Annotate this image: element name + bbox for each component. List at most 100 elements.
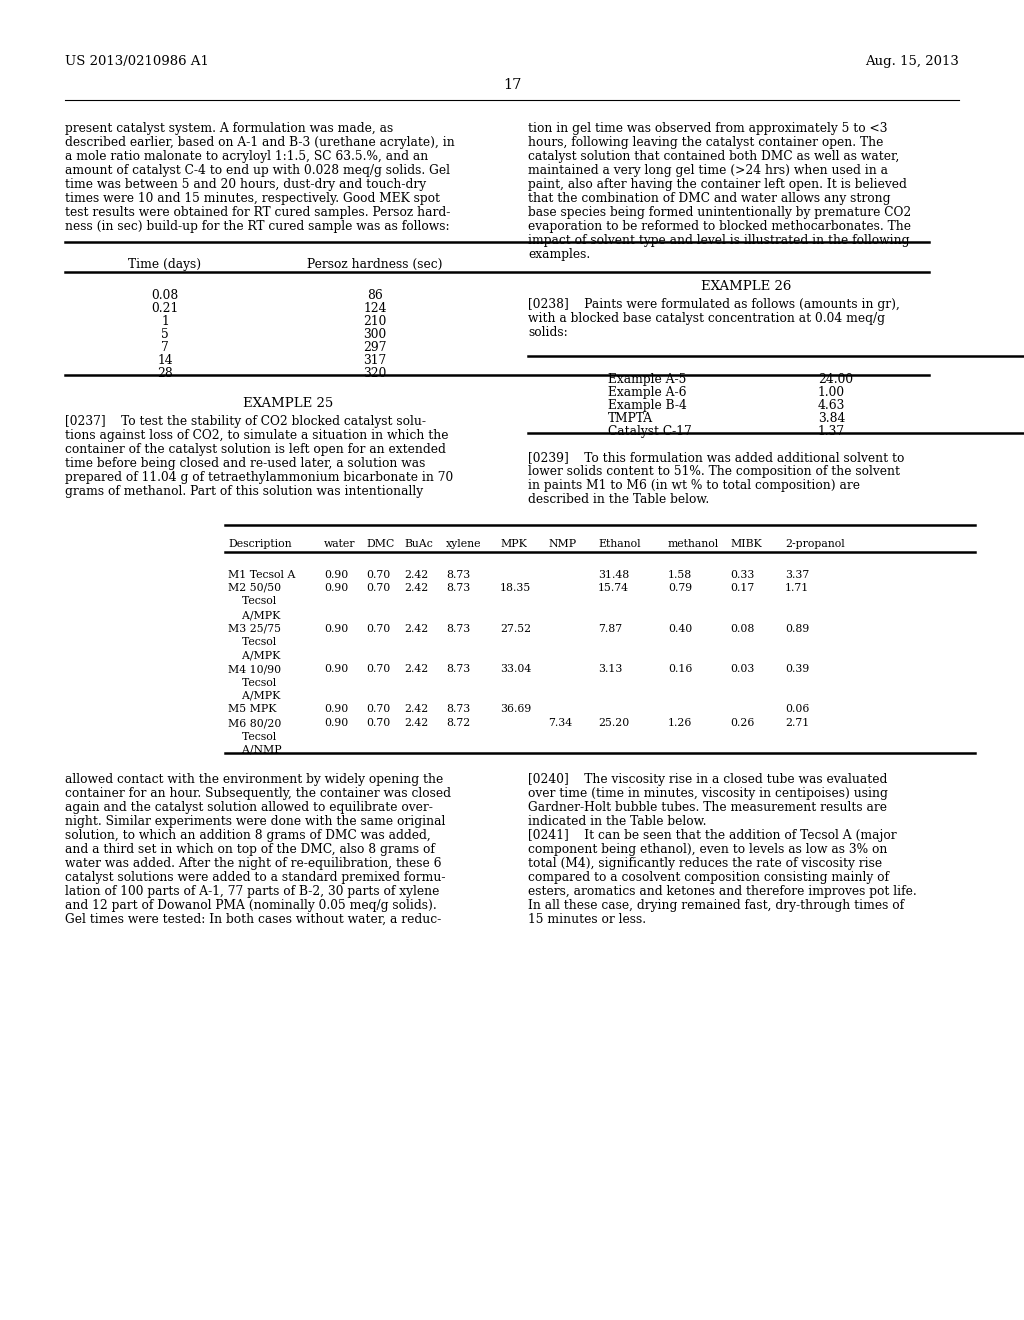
Text: a mole ratio malonate to acryloyl 1:1.5, SC 63.5.%, and an: a mole ratio malonate to acryloyl 1:1.5,… [65,150,428,162]
Text: time was between 5 and 20 hours, dust-dry and touch-dry: time was between 5 and 20 hours, dust-dr… [65,178,426,191]
Text: 0.17: 0.17 [730,583,755,593]
Text: MIBK: MIBK [730,539,762,549]
Text: Example A-5: Example A-5 [608,374,686,385]
Text: Gel times were tested: In both cases without water, a reduc-: Gel times were tested: In both cases wit… [65,913,441,927]
Text: 0.90: 0.90 [324,664,348,675]
Text: 28: 28 [157,367,173,380]
Text: 8.73: 8.73 [446,569,470,579]
Text: 0.70: 0.70 [366,569,390,579]
Text: 0.33: 0.33 [730,569,755,579]
Text: 8.73: 8.73 [446,623,470,634]
Text: [0239]    To this formulation was added additional solvent to: [0239] To this formulation was added add… [528,451,904,465]
Text: 2.42: 2.42 [404,583,428,593]
Text: 31.48: 31.48 [598,569,630,579]
Text: 0.03: 0.03 [730,664,755,675]
Text: 0.70: 0.70 [366,705,390,714]
Text: compared to a cosolvent composition consisting mainly of: compared to a cosolvent composition cons… [528,871,889,884]
Text: Example B-4: Example B-4 [608,399,687,412]
Text: solution, to which an addition 8 grams of DMC was added,: solution, to which an addition 8 grams o… [65,829,431,842]
Text: 2.42: 2.42 [404,718,428,729]
Text: time before being closed and re-used later, a solution was: time before being closed and re-used lat… [65,457,425,470]
Text: evaporation to be reformed to blocked methocarbonates. The: evaporation to be reformed to blocked me… [528,220,911,234]
Text: night. Similar experiments were done with the same original: night. Similar experiments were done wit… [65,814,445,828]
Text: A/MPK: A/MPK [228,610,281,620]
Text: 7.34: 7.34 [548,718,572,729]
Text: examples.: examples. [528,248,590,261]
Text: 0.39: 0.39 [785,664,809,675]
Text: lation of 100 parts of A-1, 77 parts of B-2, 30 parts of xylene: lation of 100 parts of A-1, 77 parts of … [65,884,439,898]
Text: [0241]    It can be seen that the addition of Tecsol A (major: [0241] It can be seen that the addition … [528,829,897,842]
Text: present catalyst system. A formulation was made, as: present catalyst system. A formulation w… [65,121,393,135]
Text: catalyst solutions were added to a standard premixed formu-: catalyst solutions were added to a stand… [65,871,445,884]
Text: 8.72: 8.72 [446,718,470,729]
Text: 2.42: 2.42 [404,664,428,675]
Text: 0.70: 0.70 [366,623,390,634]
Text: 0.08: 0.08 [152,289,178,302]
Text: 18.35: 18.35 [500,583,531,593]
Text: grams of methanol. Part of this solution was intentionally: grams of methanol. Part of this solution… [65,484,423,498]
Text: 0.70: 0.70 [366,583,390,593]
Text: 2.42: 2.42 [404,569,428,579]
Text: 0.08: 0.08 [730,623,755,634]
Text: 0.06: 0.06 [785,705,809,714]
Text: over time (time in minutes, viscosity in centipoises) using: over time (time in minutes, viscosity in… [528,787,888,800]
Text: BuAc: BuAc [404,539,433,549]
Text: M5 MPK: M5 MPK [228,705,276,714]
Text: 3.13: 3.13 [598,664,623,675]
Text: 86: 86 [368,289,383,302]
Text: M2 50/50: M2 50/50 [228,583,282,593]
Text: 124: 124 [364,302,387,315]
Text: EXAMPLE 25: EXAMPLE 25 [244,397,334,411]
Text: allowed contact with the environment by widely opening the: allowed contact with the environment by … [65,774,443,785]
Text: 5: 5 [161,327,169,341]
Text: water: water [324,539,355,549]
Text: 3.84: 3.84 [818,412,846,425]
Text: again and the catalyst solution allowed to equilibrate over-: again and the catalyst solution allowed … [65,801,433,814]
Text: Tecsol: Tecsol [228,677,276,688]
Text: 0.90: 0.90 [324,569,348,579]
Text: 25.20: 25.20 [598,718,630,729]
Text: 1.58: 1.58 [668,569,692,579]
Text: Tecsol: Tecsol [228,638,276,647]
Text: esters, aromatics and ketones and therefore improves pot life.: esters, aromatics and ketones and theref… [528,884,916,898]
Text: DMC: DMC [366,539,394,549]
Text: hours, following leaving the catalyst container open. The: hours, following leaving the catalyst co… [528,136,884,149]
Text: 36.69: 36.69 [500,705,531,714]
Text: base species being formed unintentionally by premature CO2: base species being formed unintentionall… [528,206,911,219]
Text: MPK: MPK [500,539,527,549]
Text: 14: 14 [158,354,173,367]
Text: described earlier, based on A-1 and B-3 (urethane acrylate), in: described earlier, based on A-1 and B-3 … [65,136,455,149]
Text: [0238]    Paints were formulated as follows (amounts in gr),: [0238] Paints were formulated as follows… [528,298,900,312]
Text: 0.70: 0.70 [366,718,390,729]
Text: container for an hour. Subsequently, the container was closed: container for an hour. Subsequently, the… [65,787,451,800]
Text: M3 25/75: M3 25/75 [228,623,281,634]
Text: impact of solvent type and level is illustrated in the following: impact of solvent type and level is illu… [528,234,909,247]
Text: 27.52: 27.52 [500,623,531,634]
Text: M1 Tecsol A: M1 Tecsol A [228,569,295,579]
Text: and 12 part of Dowanol PMA (nominally 0.05 meq/g solids).: and 12 part of Dowanol PMA (nominally 0.… [65,899,437,912]
Text: [0240]    The viscosity rise in a closed tube was evaluated: [0240] The viscosity rise in a closed tu… [528,774,888,785]
Text: 2.42: 2.42 [404,705,428,714]
Text: Catalyst C-17: Catalyst C-17 [608,425,692,438]
Text: container of the catalyst solution is left open for an extended: container of the catalyst solution is le… [65,444,445,455]
Text: 15 minutes or less.: 15 minutes or less. [528,913,646,927]
Text: 2.71: 2.71 [785,718,809,729]
Text: amount of catalyst C-4 to end up with 0.028 meq/g solids. Gel: amount of catalyst C-4 to end up with 0.… [65,164,450,177]
Text: 300: 300 [364,327,387,341]
Text: 17: 17 [503,78,521,92]
Text: 1.26: 1.26 [668,718,692,729]
Text: 8.73: 8.73 [446,583,470,593]
Text: 7: 7 [161,341,169,354]
Text: In all these case, drying remained fast, dry-through times of: In all these case, drying remained fast,… [528,899,904,912]
Text: tion in gel time was observed from approximately 5 to <3: tion in gel time was observed from appro… [528,121,888,135]
Text: methanol: methanol [668,539,719,549]
Text: 0.89: 0.89 [785,623,809,634]
Text: 0.90: 0.90 [324,623,348,634]
Text: 0.40: 0.40 [668,623,692,634]
Text: component being ethanol), even to levels as low as 3% on: component being ethanol), even to levels… [528,843,888,855]
Text: 297: 297 [364,341,387,354]
Text: 0.16: 0.16 [668,664,692,675]
Text: 0.90: 0.90 [324,583,348,593]
Text: indicated in the Table below.: indicated in the Table below. [528,814,707,828]
Text: 0.79: 0.79 [668,583,692,593]
